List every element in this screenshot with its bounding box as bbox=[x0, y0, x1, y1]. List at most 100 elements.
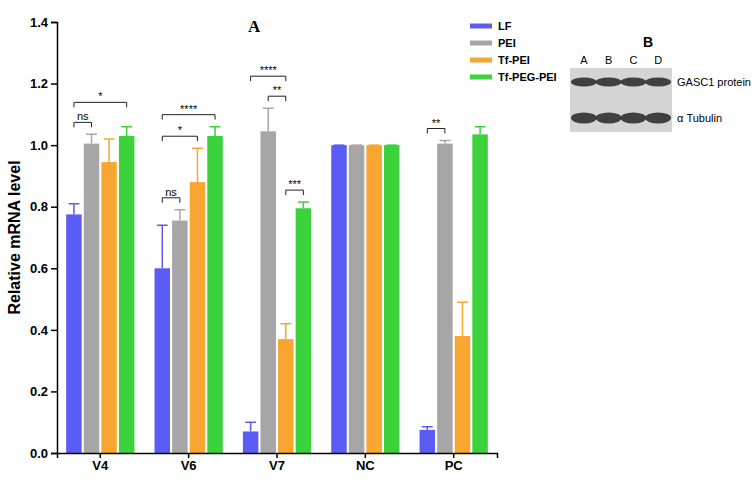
blot-row-label: α Tubulin bbox=[677, 112, 722, 124]
error-bar bbox=[263, 108, 274, 131]
error-bar bbox=[298, 202, 309, 208]
error-bar bbox=[369, 144, 380, 146]
significance-bracket bbox=[427, 129, 445, 134]
y-tick: 0.0 bbox=[30, 446, 57, 461]
significance-label: ** bbox=[273, 84, 282, 96]
blot-band bbox=[620, 113, 646, 124]
y-tick: 1.2 bbox=[30, 76, 57, 91]
bar bbox=[455, 336, 470, 453]
blot-panel: BABCDGASC1 proteinα Tubulin bbox=[570, 34, 751, 132]
bar bbox=[190, 182, 205, 453]
bar-series bbox=[84, 108, 453, 453]
legend-item: LF bbox=[470, 20, 512, 32]
x-tick-label: V4 bbox=[92, 458, 109, 473]
legend-item: Tf-PEI bbox=[470, 54, 530, 66]
y-tick-label: 0.2 bbox=[30, 384, 48, 399]
bar bbox=[101, 162, 116, 453]
y-tick-mark bbox=[51, 22, 57, 24]
y-tick-label: 1.4 bbox=[30, 15, 49, 30]
x-tick-label: V6 bbox=[181, 458, 197, 473]
significance-bracket bbox=[268, 96, 286, 101]
error-bar bbox=[86, 134, 97, 143]
legend-label: Tf-PEI bbox=[498, 54, 530, 66]
y-tick-label: 1.2 bbox=[30, 76, 48, 91]
y-tick: 1.4 bbox=[30, 15, 57, 30]
bar bbox=[384, 145, 399, 453]
y-tick-mark bbox=[51, 391, 57, 393]
significance-label: ns bbox=[77, 110, 89, 122]
legend-label: PEI bbox=[498, 37, 516, 49]
y-tick-mark bbox=[51, 145, 57, 147]
significance-label: ns bbox=[165, 186, 177, 198]
significance-label: **** bbox=[180, 103, 198, 115]
x-tick: V6 bbox=[181, 453, 197, 473]
y-tick: 0.2 bbox=[30, 384, 57, 399]
error-bar bbox=[422, 427, 433, 430]
significance-bracket bbox=[74, 102, 127, 107]
plot-area bbox=[66, 108, 488, 453]
significance-bracket bbox=[286, 190, 304, 195]
bar bbox=[243, 431, 258, 453]
bar bbox=[260, 131, 275, 453]
legend-item: PEI bbox=[470, 37, 516, 49]
figure: 0.0 0.2 0.4 0.6 0.8 1.0 1.2 1.4 V4 V6 V7 NC PC Relati… bbox=[0, 0, 754, 482]
x-tick: V7 bbox=[269, 453, 285, 473]
y-axis-title: Relative mRNA level bbox=[6, 160, 23, 314]
x-tick: V4 bbox=[92, 453, 109, 473]
bar bbox=[66, 214, 81, 453]
x-tick-label: NC bbox=[356, 458, 375, 473]
y-tick-label: 0.6 bbox=[30, 261, 48, 276]
legend-swatch bbox=[470, 75, 492, 80]
legend-item: Tf-PEG-PEI bbox=[470, 71, 557, 83]
bar bbox=[437, 144, 452, 453]
y-axis: 0.0 0.2 0.4 0.6 0.8 1.0 1.2 1.4 bbox=[30, 15, 58, 461]
x-tick: PC bbox=[445, 453, 464, 473]
y-tick: 0.4 bbox=[30, 323, 57, 338]
significance-bracket bbox=[162, 115, 215, 120]
bar-series bbox=[101, 139, 470, 453]
significance-bracket bbox=[162, 136, 197, 141]
lane-label: C bbox=[629, 54, 637, 66]
y-tick: 0.8 bbox=[30, 199, 57, 214]
legend-label: LF bbox=[498, 20, 512, 32]
bar bbox=[420, 430, 435, 453]
lane-label: A bbox=[580, 54, 588, 66]
y-axis-line bbox=[51, 23, 58, 454]
lane-label: D bbox=[654, 54, 662, 66]
error-bar bbox=[245, 422, 256, 431]
legend-label: Tf-PEG-PEI bbox=[498, 71, 557, 83]
error-bar bbox=[192, 148, 203, 182]
y-tick-label: 1.0 bbox=[30, 138, 48, 153]
error-bar bbox=[104, 139, 115, 162]
panel-label: B bbox=[643, 34, 653, 50]
significance-label: * bbox=[178, 124, 183, 136]
error-bar bbox=[439, 141, 450, 144]
legend-swatch bbox=[470, 58, 492, 63]
error-bar bbox=[475, 127, 486, 135]
y-tick-mark bbox=[51, 268, 57, 270]
error-bar bbox=[68, 204, 79, 215]
bar bbox=[331, 145, 346, 453]
bar bbox=[278, 339, 293, 453]
bar bbox=[172, 221, 187, 453]
significance-bracket bbox=[251, 76, 286, 81]
blot-band bbox=[596, 113, 622, 124]
bar bbox=[472, 134, 487, 453]
error-bar bbox=[334, 144, 345, 146]
significance-label: **** bbox=[260, 64, 278, 76]
x-tick-label: PC bbox=[445, 458, 464, 473]
blot-background bbox=[570, 68, 672, 132]
error-bar bbox=[157, 225, 168, 268]
bar-series bbox=[119, 127, 488, 453]
y-tick: 1.0 bbox=[30, 138, 57, 153]
x-tick-label: V7 bbox=[269, 458, 285, 473]
bar bbox=[119, 136, 134, 453]
x-axis: V4 V6 V7 NC PC bbox=[58, 453, 498, 473]
error-bar bbox=[121, 127, 132, 136]
error-bar bbox=[210, 127, 221, 136]
error-bar bbox=[280, 324, 291, 339]
y-tick: 0.6 bbox=[30, 261, 57, 276]
significance-label: * bbox=[98, 90, 103, 102]
x-tick: NC bbox=[356, 453, 375, 473]
y-tick-mark bbox=[51, 83, 57, 85]
